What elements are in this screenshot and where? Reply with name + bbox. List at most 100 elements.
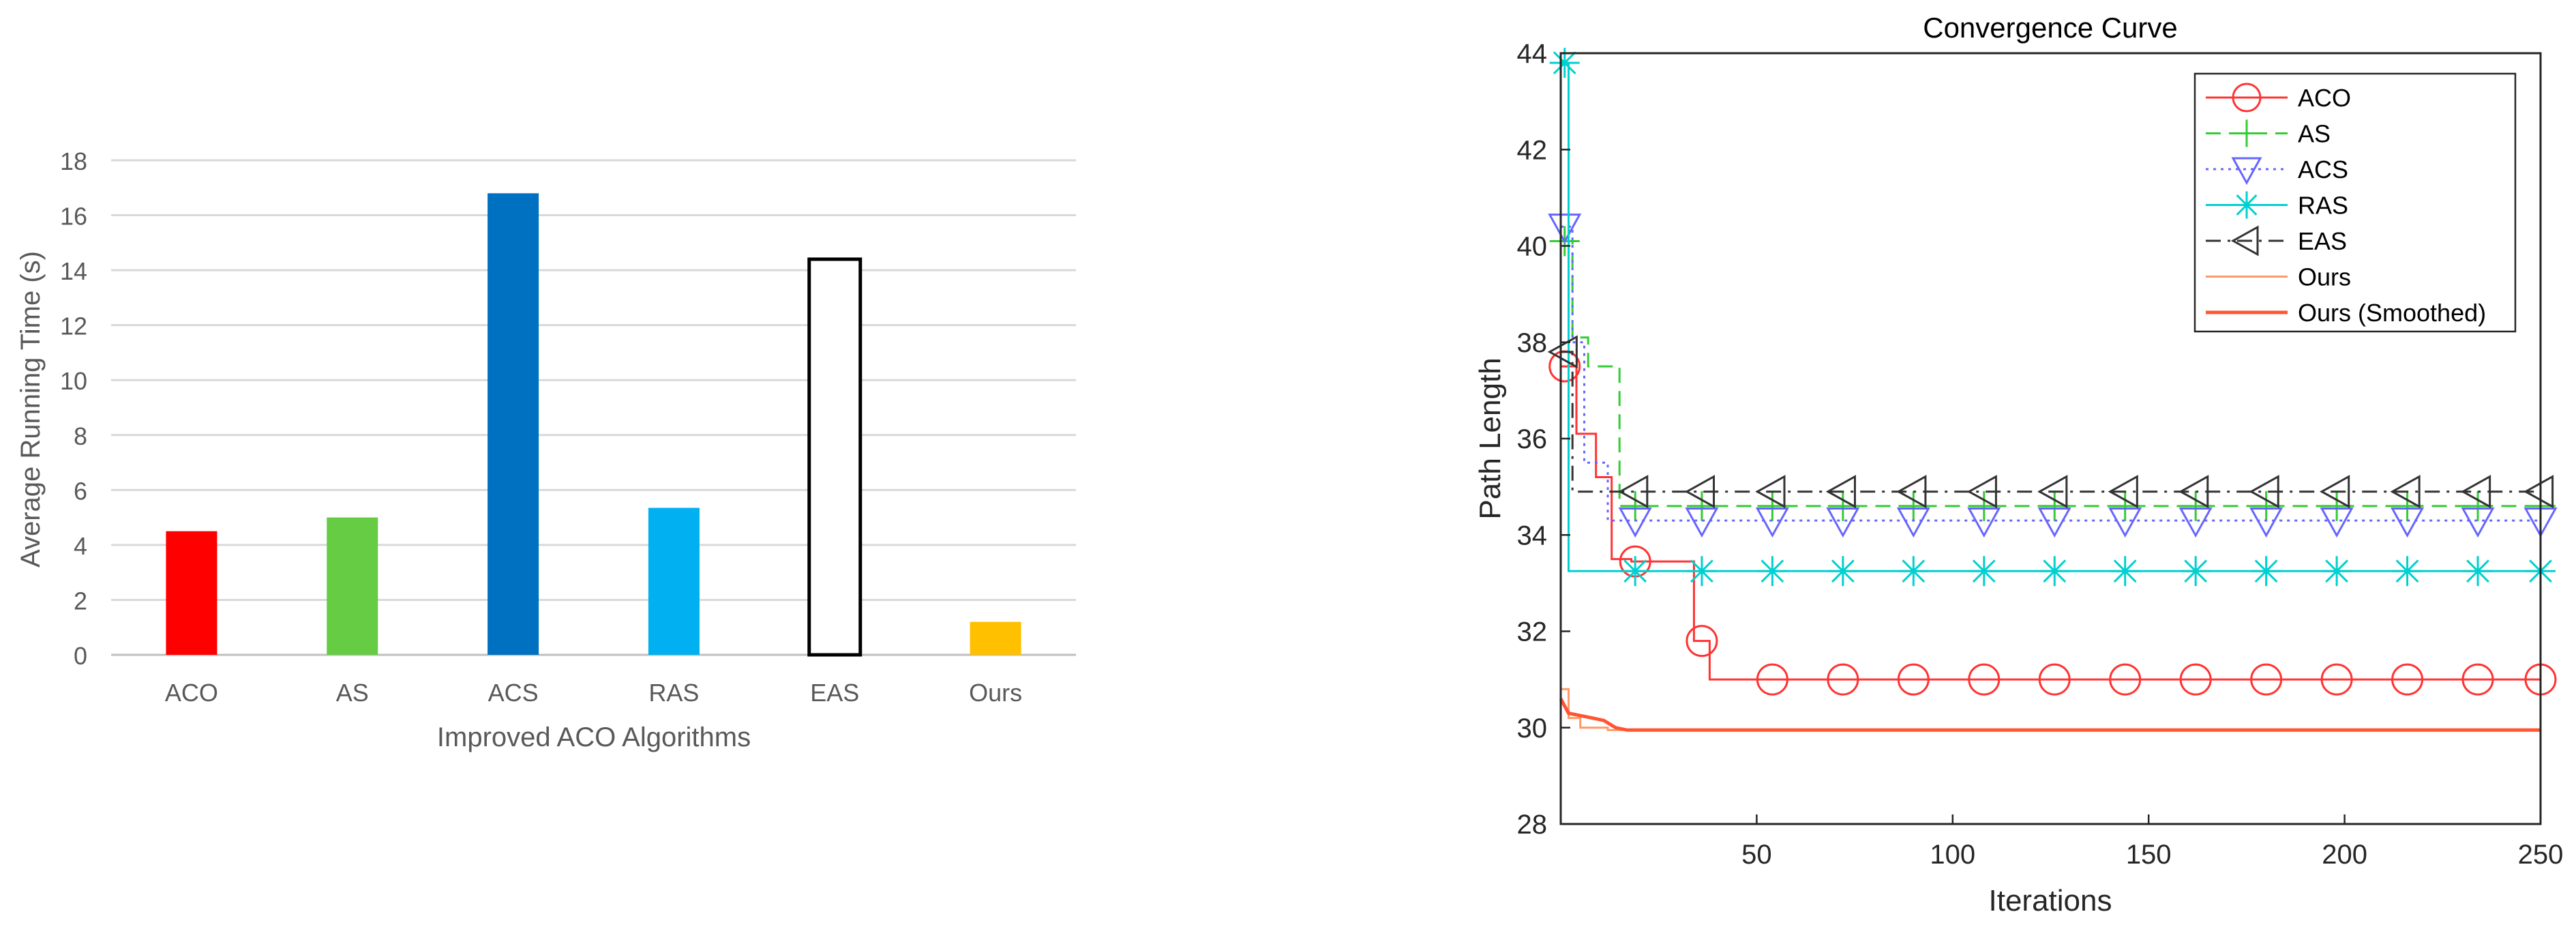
bar-x-tick-label: Ours [969,679,1022,707]
series-marker [2178,475,2209,509]
series-marker [2110,556,2140,587]
legend-label: Ours [2298,263,2351,291]
series-marker [2460,475,2491,509]
series-line [1561,239,2541,507]
series-marker [1826,507,1860,538]
bar-ras [648,507,700,655]
legend-label: Ours (Smoothed) [2298,299,2486,327]
bar-x-tick-label: ACS [488,679,539,707]
series-line [1559,698,2541,732]
series-marker [2037,507,2071,538]
bar-y-tick-label: 8 [74,422,87,450]
series-marker [2250,663,2283,696]
series-marker [1686,556,1717,587]
series-marker [2039,556,2070,587]
legend-item: ACS [2206,156,2348,186]
series-marker [2251,556,2281,587]
line-chart-title: Convergence Curve [1923,12,2178,44]
series-marker [1548,214,1582,244]
bar-y-tick-label: 10 [60,367,87,395]
series-aco [1548,350,2557,696]
series-marker [2463,556,2493,587]
series-marker [1618,507,1652,538]
series-ours-smoothed [1559,698,2541,732]
legend-label: ACO [2298,84,2351,112]
series-line [1561,365,2541,681]
series-marker [1620,556,1651,587]
series-line [1561,225,2541,522]
series-marker [2461,507,2495,538]
legend-label: ACS [2298,156,2348,183]
legend-item: EAS [2206,225,2347,256]
bar-as [327,517,378,655]
series-marker [2179,663,2212,696]
bar-y-tick-label: 2 [74,587,87,615]
bar-y-axis-label: Average Running Time (s) [16,251,46,568]
series-marker [1827,556,1858,587]
series-marker [2233,191,2260,219]
line-series-group [1547,48,2558,732]
series-marker [1755,475,1786,509]
bar-x-axis-label: Improved ACO Algorithms [437,722,751,752]
series-marker [2037,475,2068,509]
line-y-tick-label: 44 [1517,39,1548,69]
series-marker [2038,663,2071,696]
series-marker [2392,556,2423,587]
line-y-tick-label: 42 [1517,135,1548,165]
series-marker [1755,507,1789,538]
series-marker [2249,507,2283,538]
series-marker [2232,83,2262,113]
series-marker [2249,475,2279,509]
line-y-tick-label: 36 [1517,424,1548,454]
line-y-tick-label: 30 [1517,713,1548,744]
series-as [1549,226,2556,521]
bar-x-tick-label: ACO [165,679,218,707]
series-marker [2178,507,2213,538]
series-marker [1966,475,1997,509]
series-marker [2108,507,2142,538]
bar-acs [488,193,539,655]
line-x-tick-label: 250 [2518,840,2564,870]
legend-item: ACO [2206,83,2351,113]
series-marker [2320,663,2353,696]
series-marker [1618,475,1649,509]
series-marker [1967,507,2001,538]
line-y-tick-label: 40 [1517,232,1548,262]
series-marker [1756,663,1788,696]
series-marker [1549,48,1580,78]
series-marker [2233,119,2260,147]
series-marker [1825,475,1856,509]
bar-y-tick-label: 6 [74,477,87,505]
legend-label: AS [2298,120,2331,148]
line-y-tick-label: 38 [1517,328,1548,358]
legend-item: Ours [2206,263,2351,291]
bar-y-ticks: 0 2 4 6 8 10 12 14 16 18 [60,147,87,670]
series-marker [1968,556,1999,587]
series-marker [1827,663,1859,696]
series-marker [2391,663,2424,696]
bar-chart: 0 2 4 6 8 10 12 14 16 18 ACO AS ACS RAS EAS Ours Impro… [16,147,1076,752]
line-x-ticks: 50 100 150 200 250 [1741,814,2563,870]
series-marker [2320,475,2350,509]
series-line [1561,688,2541,731]
series-marker [2390,475,2421,509]
bar-y-tick-label: 12 [60,312,87,340]
bar-grid [111,159,1076,656]
bar-y-tick-label: 0 [74,642,87,670]
series-line [1561,351,2541,493]
line-x-tick-label: 100 [1930,840,1975,870]
bar-y-tick-label: 4 [74,532,87,560]
bar-x-tick-label: EAS [810,679,859,707]
bar-ours [970,621,1021,655]
series-marker [2108,475,2138,509]
series-marker [1968,663,2001,696]
bar-x-ticks: ACO AS ACS RAS EAS Ours [165,679,1022,707]
line-y-tick-label: 32 [1517,617,1548,647]
legend-label: RAS [2298,192,2348,220]
bar-aco [166,531,218,655]
series-marker [2391,507,2425,538]
legend-item: RAS [2206,191,2348,220]
line-x-tick-label: 50 [1741,840,1772,870]
line-y-tick-label: 34 [1517,520,1548,550]
